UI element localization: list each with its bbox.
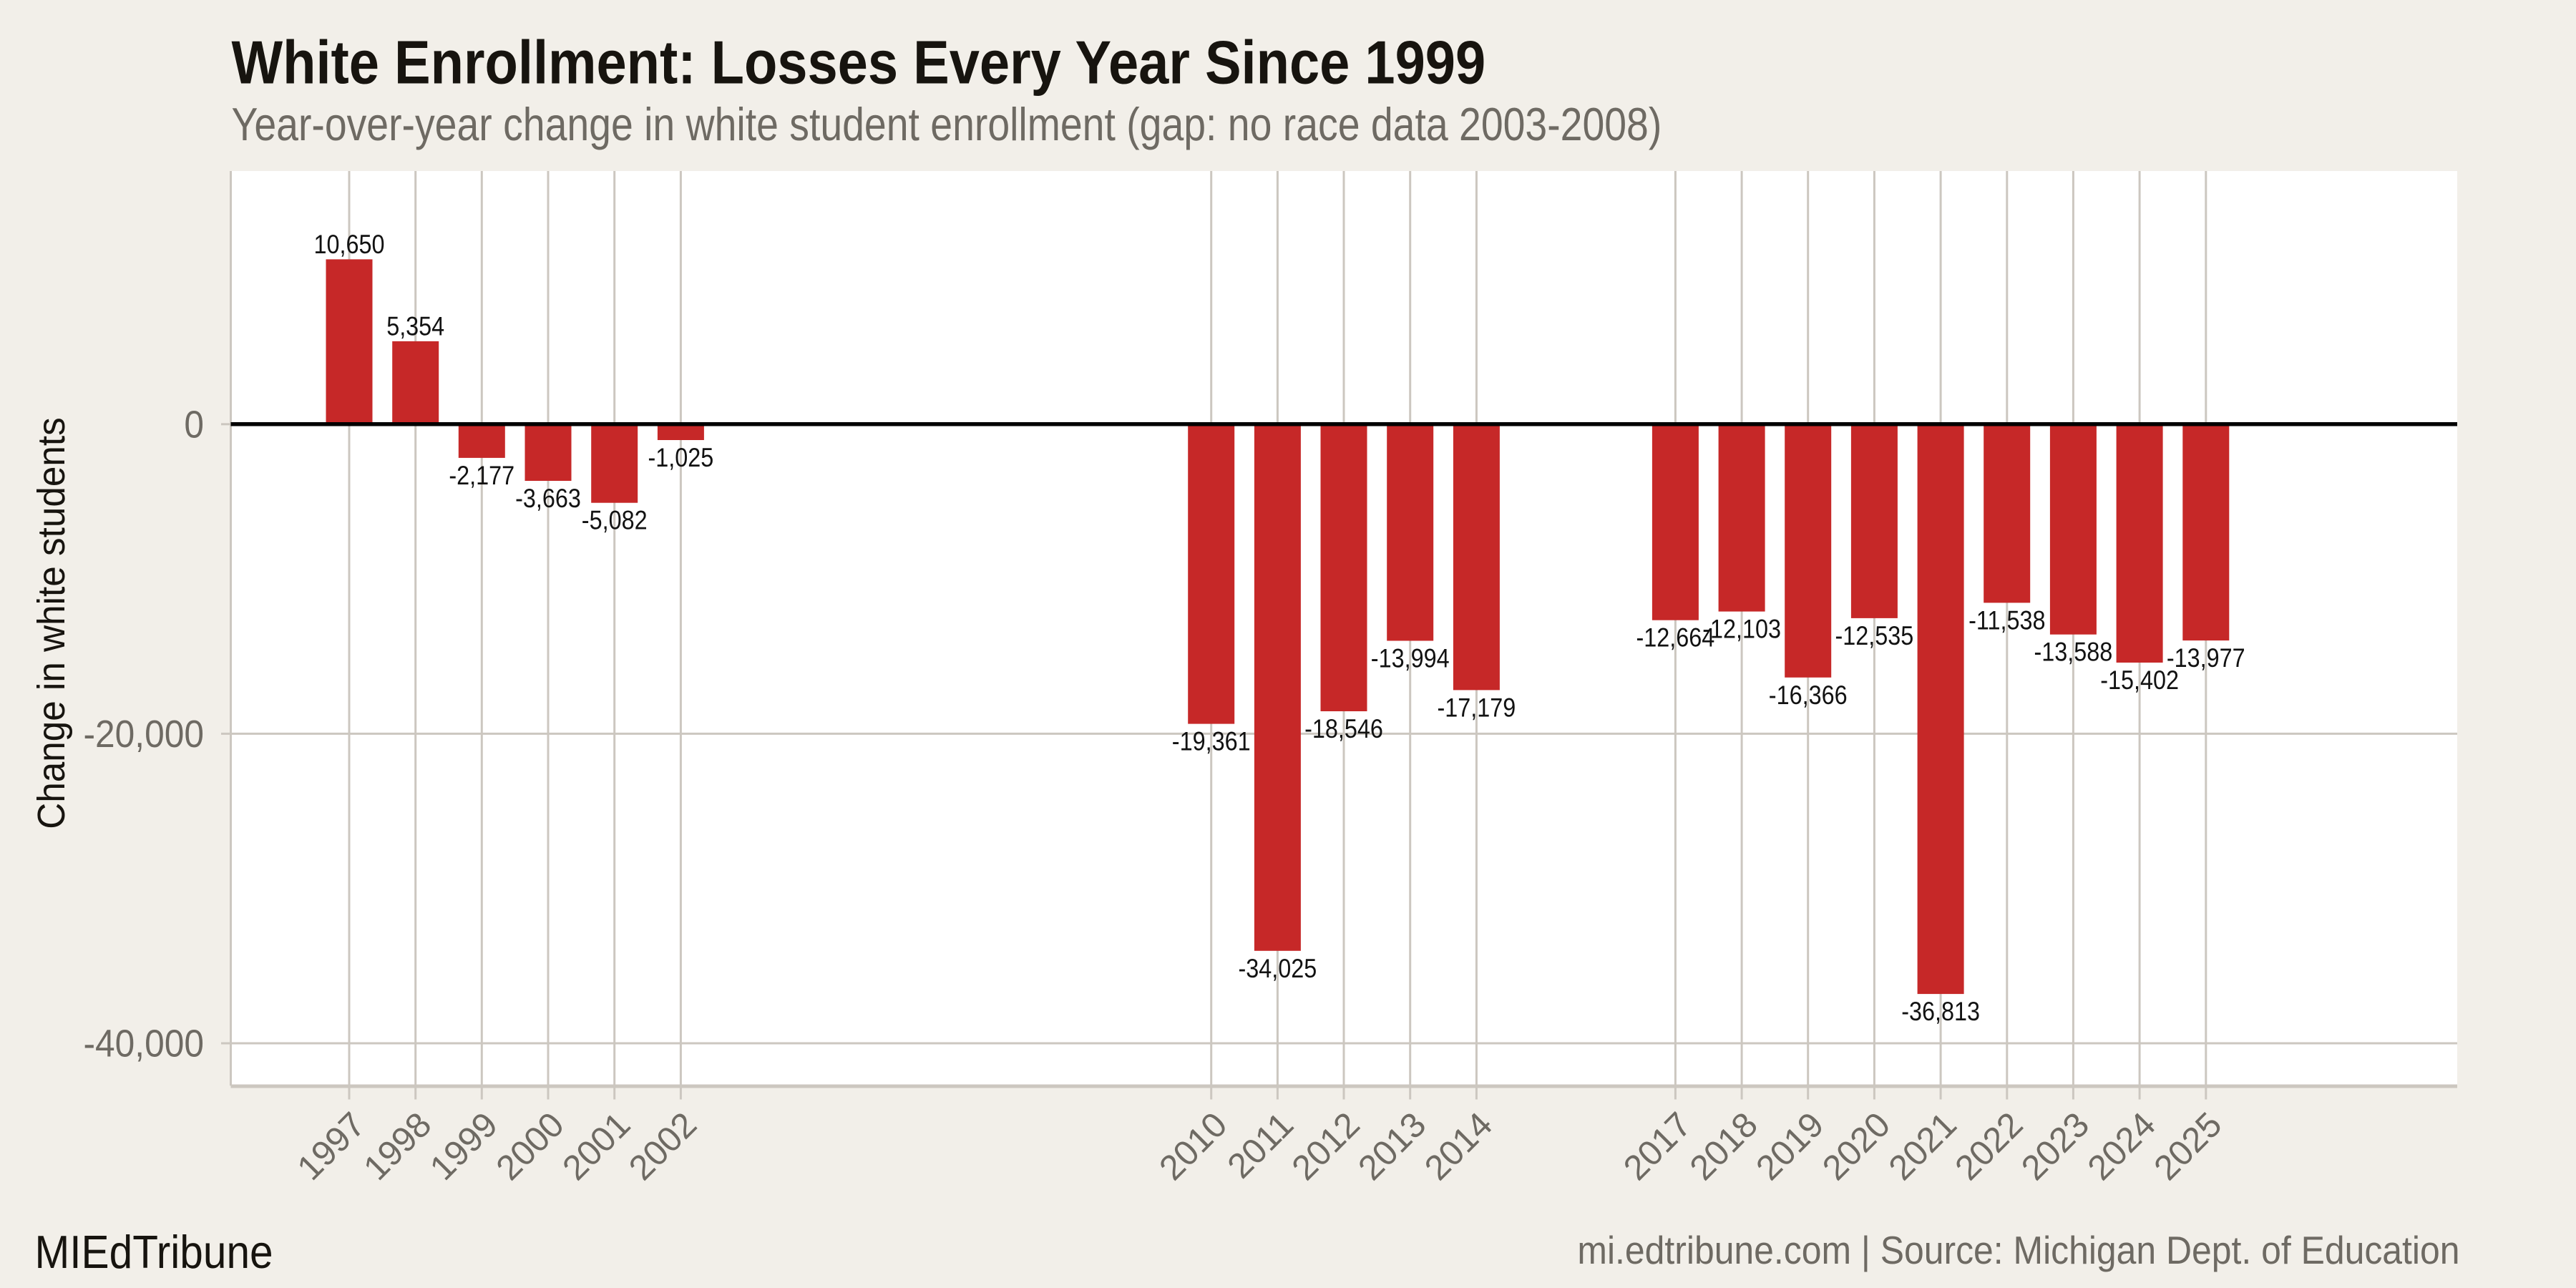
svg-text:-12,535: -12,535 <box>1835 621 1914 650</box>
svg-text:-20,000: -20,000 <box>84 713 205 756</box>
svg-text:Change in white students: Change in white students <box>30 417 73 829</box>
svg-text:-11,538: -11,538 <box>1968 605 2045 635</box>
svg-text:-13,588: -13,588 <box>2034 638 2113 667</box>
svg-text:-5,082: -5,082 <box>582 506 648 535</box>
svg-text:-2,177: -2,177 <box>449 461 514 490</box>
svg-text:5,354: 5,354 <box>386 311 444 341</box>
svg-text:0: 0 <box>184 403 204 446</box>
svg-text:MIEdTribune: MIEdTribune <box>35 1226 273 1278</box>
svg-text:-19,361: -19,361 <box>1172 727 1251 756</box>
svg-text:-13,994: -13,994 <box>1371 644 1450 673</box>
svg-text:-40,000: -40,000 <box>84 1023 205 1065</box>
svg-text:White Enrollment: Losses Every: White Enrollment: Losses Every Year Sinc… <box>232 29 1486 97</box>
svg-text:-17,179: -17,179 <box>1438 693 1516 722</box>
svg-text:-36,813: -36,813 <box>1901 997 1980 1026</box>
svg-text:-15,402: -15,402 <box>2100 665 2179 695</box>
svg-text:-18,546: -18,546 <box>1304 714 1383 743</box>
svg-text:Year-over-year change in white: Year-over-year change in white student e… <box>232 98 1662 150</box>
svg-text:-16,366: -16,366 <box>1769 680 1848 710</box>
svg-text:-1,025: -1,025 <box>648 443 714 472</box>
svg-text:-13,977: -13,977 <box>2167 643 2245 673</box>
svg-text:-12,664: -12,664 <box>1636 623 1715 653</box>
svg-text:10,650: 10,650 <box>314 230 385 259</box>
svg-text:-34,025: -34,025 <box>1239 954 1317 983</box>
svg-text:-12,103: -12,103 <box>1702 615 1781 644</box>
svg-text:mi.edtribune.com | Source: Mic: mi.edtribune.com | Source: Michigan Dept… <box>1577 1228 2459 1272</box>
svg-text:-3,663: -3,663 <box>515 484 581 513</box>
